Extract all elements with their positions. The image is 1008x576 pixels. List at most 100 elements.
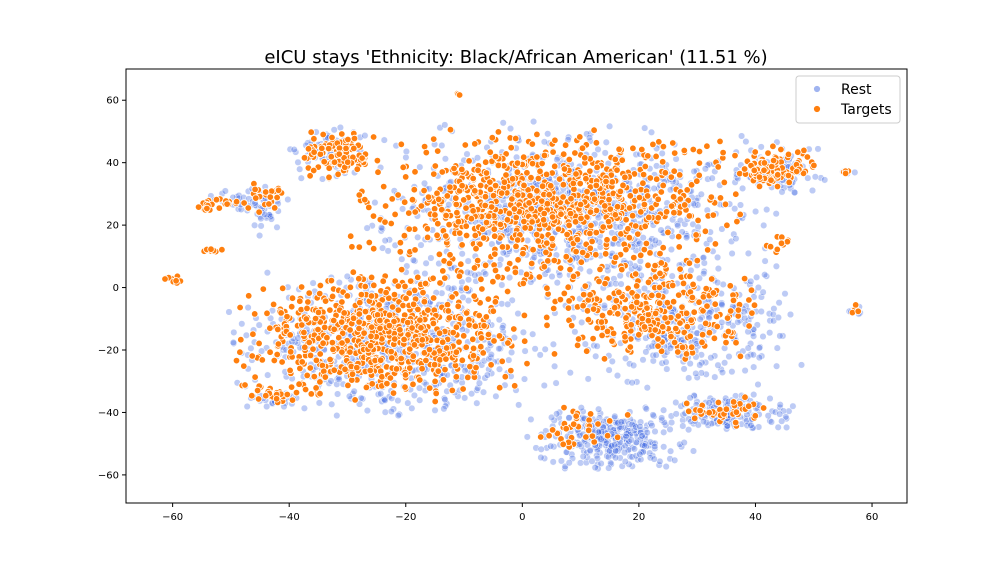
- target-point: [362, 383, 371, 392]
- rest-point: [330, 126, 338, 134]
- target-point: [452, 194, 460, 202]
- target-point: [471, 187, 479, 195]
- rest-point: [667, 245, 675, 254]
- rest-point: [628, 379, 636, 387]
- rest-point: [410, 391, 418, 399]
- target-point: [598, 311, 607, 320]
- target-point: [232, 197, 241, 206]
- target-point: [484, 295, 492, 303]
- target-point: [501, 373, 509, 381]
- target-point: [726, 282, 734, 290]
- rest-point: [642, 348, 650, 356]
- target-point: [751, 148, 759, 156]
- target-point: [244, 292, 253, 300]
- target-point: [274, 340, 283, 348]
- rest-point: [506, 274, 514, 282]
- rest-point: [541, 345, 549, 353]
- target-point: [344, 135, 352, 144]
- target-point: [533, 130, 541, 139]
- target-point: [298, 358, 306, 366]
- target-point: [674, 348, 682, 356]
- rest-point: [524, 236, 532, 245]
- rest-point: [297, 174, 305, 182]
- target-point: [441, 365, 449, 374]
- rest-point: [395, 410, 403, 418]
- rest-point: [537, 453, 545, 462]
- target-point: [533, 230, 541, 239]
- target-point: [424, 306, 432, 314]
- rest-point: [814, 145, 822, 153]
- rest-point: [594, 214, 602, 222]
- rest-point: [783, 423, 791, 431]
- target-point: [329, 345, 337, 354]
- rest-point: [752, 207, 760, 216]
- target-point: [391, 210, 399, 219]
- target-point: [420, 186, 428, 195]
- target-point: [316, 150, 325, 158]
- target-point: [521, 337, 529, 345]
- target-point: [643, 192, 652, 200]
- target-point: [734, 306, 743, 314]
- rest-point: [736, 201, 745, 209]
- target-point: [626, 343, 634, 351]
- target-point: [482, 313, 490, 321]
- target-point: [240, 362, 248, 370]
- target-point: [586, 291, 594, 299]
- rest-point: [775, 299, 783, 307]
- target-point: [651, 261, 659, 270]
- target-point: [768, 162, 776, 171]
- target-point: [244, 204, 252, 212]
- target-point: [455, 338, 463, 346]
- target-point: [248, 392, 256, 400]
- target-point: [462, 231, 471, 240]
- target-point: [521, 224, 529, 232]
- target-point: [755, 173, 764, 181]
- rest-point: [683, 234, 691, 242]
- target-point: [474, 256, 482, 265]
- target-point: [310, 135, 318, 143]
- target-point: [733, 217, 741, 226]
- target-point: [727, 307, 735, 315]
- target-point: [396, 326, 404, 334]
- target-point: [458, 181, 466, 190]
- rest-point: [464, 276, 473, 284]
- target-point: [784, 171, 793, 180]
- target-point: [603, 236, 611, 244]
- target-point: [423, 225, 432, 233]
- target-point: [654, 335, 662, 343]
- target-point: [608, 337, 616, 345]
- rest-point: [387, 407, 395, 415]
- target-point: [456, 229, 464, 237]
- target-point: [355, 191, 363, 199]
- target-point: [426, 384, 434, 392]
- target-point: [273, 193, 281, 202]
- rest-point: [335, 279, 343, 287]
- target-point: [288, 396, 297, 404]
- target-point: [615, 288, 623, 296]
- rest-point: [617, 280, 625, 288]
- target-point: [465, 321, 473, 329]
- target-point: [365, 203, 373, 212]
- target-point: [419, 288, 427, 297]
- rest-point: [641, 442, 649, 450]
- target-point: [469, 174, 477, 183]
- target-point: [396, 248, 404, 256]
- target-point: [338, 339, 346, 347]
- target-point: [408, 324, 416, 332]
- target-point: [661, 169, 669, 177]
- target-point: [405, 209, 413, 217]
- rest-point: [431, 406, 439, 414]
- target-point: [676, 195, 684, 203]
- target-point: [610, 234, 619, 243]
- target-point: [312, 384, 320, 392]
- target-point: [431, 377, 439, 386]
- target-point: [429, 274, 437, 282]
- target-point: [458, 241, 466, 249]
- target-point: [669, 139, 677, 147]
- target-point: [593, 324, 601, 332]
- target-point: [405, 225, 413, 233]
- target-point: [349, 268, 357, 276]
- rest-point: [741, 367, 749, 375]
- target-point: [500, 178, 509, 186]
- target-point: [606, 205, 614, 213]
